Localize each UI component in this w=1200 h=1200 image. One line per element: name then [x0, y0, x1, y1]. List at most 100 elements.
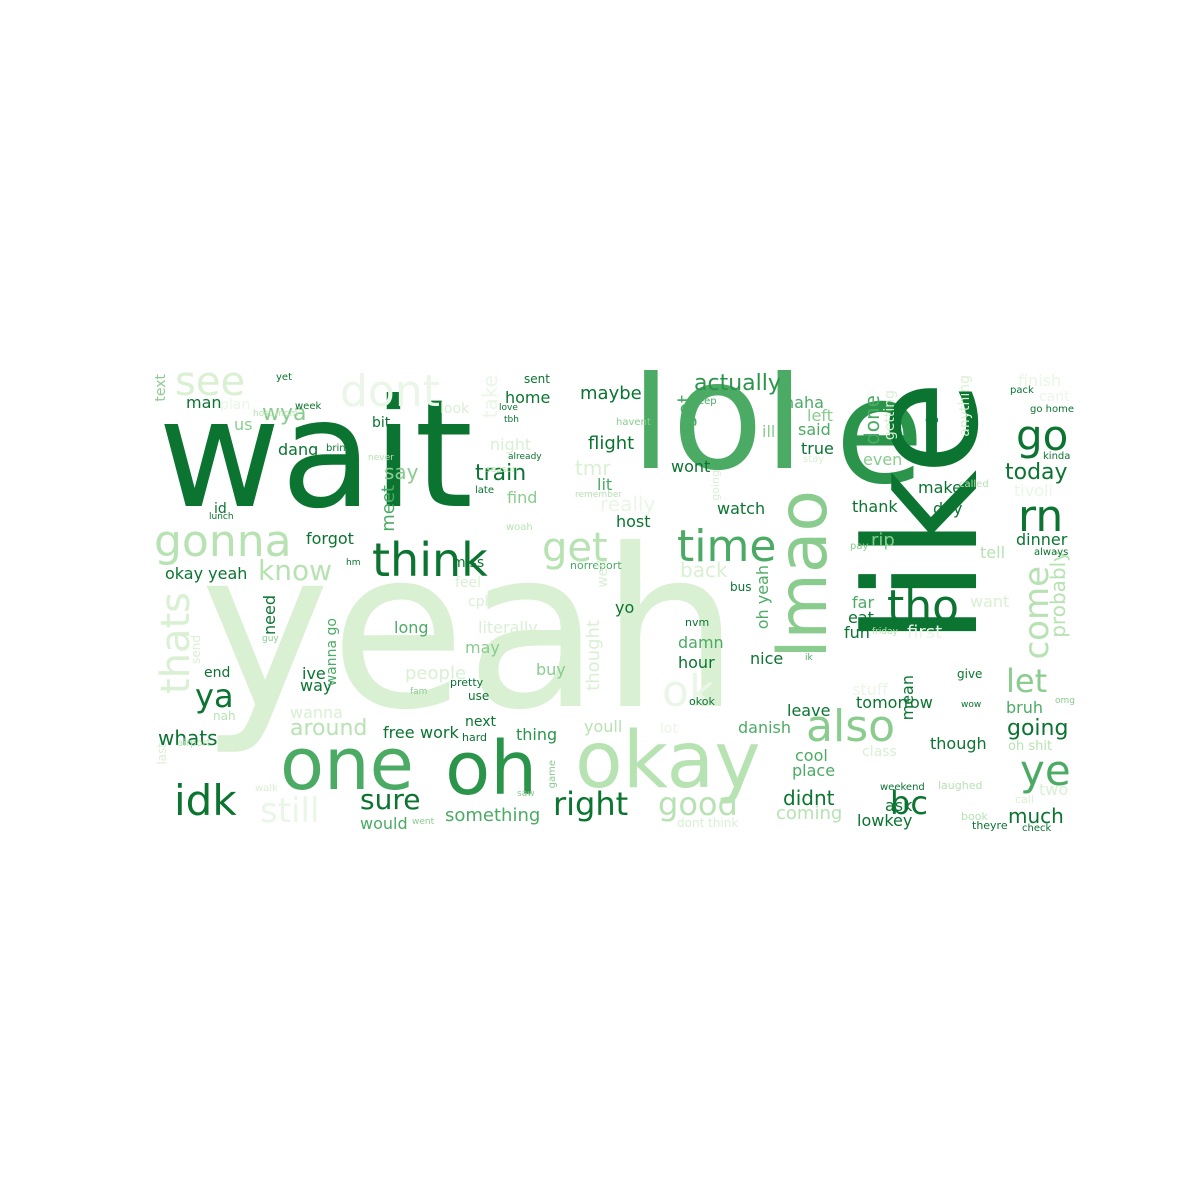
word-ive: ive [302, 664, 326, 683]
word-check: check [1022, 823, 1052, 834]
word-hard: hard [462, 731, 488, 744]
word-go-home: go home [1030, 404, 1074, 415]
word-one: one [280, 722, 414, 806]
word-cant: cant [1039, 389, 1070, 405]
word-lot: lot [660, 721, 678, 737]
word-nah: nah [213, 709, 236, 723]
word-something: something [445, 805, 541, 826]
word-today: today [1005, 460, 1068, 485]
word-class: class [862, 744, 897, 760]
word-train: train [475, 461, 527, 486]
word-gonna: gonna [154, 516, 292, 567]
word-lowkey: lowkey [857, 811, 913, 830]
word-done: done [860, 395, 884, 445]
word-meet: meet [378, 485, 399, 532]
word-tell: tell [980, 543, 1006, 562]
word-book: book [961, 810, 988, 823]
word-oh-shit: oh shit [1008, 739, 1053, 754]
word-haha: haha [784, 393, 824, 412]
word-late: late [475, 485, 494, 496]
word-tho: tho [887, 581, 960, 632]
word-bring: bring [326, 443, 352, 454]
word-theyre: theyre [972, 819, 1008, 832]
word-already: already [508, 452, 542, 462]
word-bc: bc [890, 784, 928, 822]
word-place: place [792, 761, 836, 780]
word-two: two [1039, 780, 1069, 799]
word-night: night [490, 435, 532, 454]
word-find: find [507, 488, 538, 507]
word-called: called [959, 479, 989, 490]
word-leave: leave [787, 701, 831, 720]
word-stuff: stuff [852, 680, 888, 699]
word-eat: eat [848, 608, 874, 627]
word-bruh: bruh [1006, 698, 1044, 717]
word-free: free [383, 723, 415, 742]
word-havent: havent [616, 417, 651, 428]
word-man: man [186, 393, 222, 412]
word-dinner: dinner [1016, 530, 1068, 549]
word-dont: dont [340, 370, 440, 417]
word-pretty: pretty [450, 676, 484, 689]
word-wow: wow [961, 700, 982, 710]
word-woah: woah [506, 522, 533, 533]
word-bit: bit [372, 415, 391, 431]
word-getting: getting [882, 390, 898, 441]
word-anything: anything [957, 375, 973, 437]
word-day: day [933, 499, 963, 518]
word-hm: hm [346, 558, 361, 568]
word-far: far [852, 593, 875, 612]
word-really: really [600, 492, 656, 516]
word-danish: danish [738, 718, 792, 737]
word-bus: bus [730, 580, 752, 594]
word-youll: youll [584, 717, 623, 736]
word-season: season [486, 465, 518, 475]
word-still: still [260, 791, 320, 831]
word-may: may [465, 638, 500, 657]
word-ok: ok [662, 666, 715, 717]
word-ill: ill [762, 422, 776, 441]
word-dont-think: dont think [677, 816, 739, 830]
word-call: call [1015, 793, 1034, 806]
word-need: need [260, 595, 279, 635]
word-text: text [153, 374, 169, 402]
word-norreport: norreport [570, 559, 622, 572]
word-end: end [204, 665, 231, 681]
word-said: said [798, 420, 831, 439]
word-last: last [155, 743, 169, 765]
word-see: see [175, 370, 246, 405]
word-game: game [547, 760, 558, 789]
word-going-small: going [709, 470, 722, 501]
word-send: send [189, 635, 203, 664]
word-pack: pack [1010, 385, 1034, 396]
word-left: left [807, 406, 833, 425]
word-home: home [505, 388, 551, 407]
word-feel: feel [455, 575, 482, 591]
word-cph: cph [468, 594, 494, 610]
word-next: next [465, 714, 497, 730]
word-would: would [360, 814, 408, 833]
word-much: much [1008, 804, 1064, 828]
word-use: use [468, 689, 490, 703]
word-go: go [1016, 411, 1069, 460]
word-guy: guy [262, 634, 279, 644]
word-though: though [930, 734, 987, 753]
word-friday: friday [872, 627, 898, 637]
word-okay: okay [575, 716, 761, 806]
word-literally: literally [478, 618, 538, 637]
word-nvm: nvm [685, 616, 710, 629]
word-id: id [214, 501, 227, 517]
word-went: went [412, 817, 435, 827]
word-even: even [863, 450, 903, 469]
word-also: also [806, 701, 896, 752]
word-pay: pay [850, 541, 869, 552]
word-walk: walk [255, 783, 278, 794]
word-around: around [290, 716, 368, 741]
word-people: people [405, 663, 467, 684]
word-look: look [440, 401, 470, 417]
word-first: first [907, 622, 943, 643]
word-oh-yeah: oh yeah [753, 565, 772, 630]
word-yo: yo [615, 598, 635, 617]
word-idk: idk [174, 776, 237, 825]
word-going: going [1007, 716, 1069, 741]
